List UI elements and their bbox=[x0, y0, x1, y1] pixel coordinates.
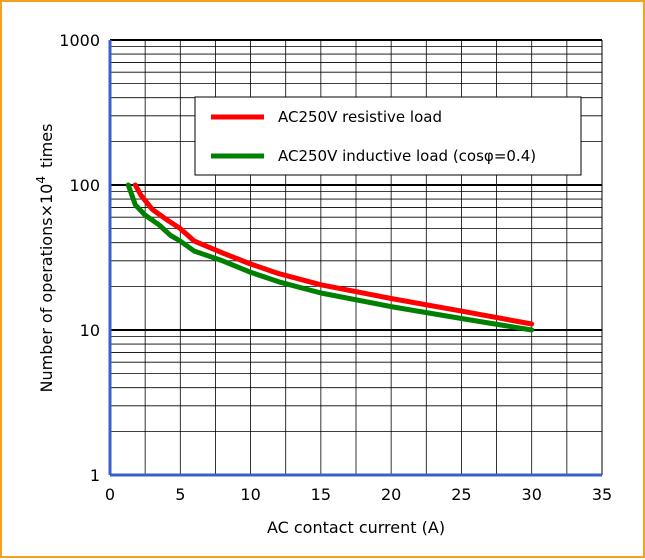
x-tick-label: 15 bbox=[311, 485, 331, 504]
y-tick-label: 1000 bbox=[59, 31, 100, 50]
legend: AC250V resistive load AC250V inductive l… bbox=[194, 96, 582, 176]
y-axis-title-prefix: Number of operations×10 bbox=[37, 184, 56, 393]
y-tick-label: 10 bbox=[80, 321, 100, 340]
series-line-1 bbox=[125, 182, 535, 333]
x-tick-label: 30 bbox=[522, 485, 542, 504]
tick-labels: 0 5 10 15 20 25 30 35 1 10 100 1000 bbox=[59, 31, 612, 504]
y-axis-title-superscript: 4 bbox=[34, 176, 48, 184]
x-axis-title: AC contact current (A) bbox=[267, 518, 445, 537]
x-tick-label: 35 bbox=[592, 485, 612, 504]
series-line-0 bbox=[132, 182, 535, 327]
y-tick-label: 100 bbox=[69, 176, 100, 195]
series-layer bbox=[125, 182, 535, 333]
x-tick-label: 0 bbox=[105, 485, 115, 504]
y-tick-label: 1 bbox=[90, 466, 100, 485]
x-tick-label: 25 bbox=[451, 485, 471, 504]
x-tick-label: 10 bbox=[240, 485, 260, 504]
x-tick-label: 5 bbox=[175, 485, 185, 504]
x-tick-label: 20 bbox=[381, 485, 401, 504]
svg-text:Number of operations×104times: Number of operations×104 times bbox=[34, 124, 56, 393]
y-axis-title: Number of operations×104 times bbox=[34, 124, 56, 393]
axes bbox=[108, 40, 602, 477]
y-axis-title-suffix: times bbox=[37, 124, 56, 168]
legend-label-resistive: AC250V resistive load bbox=[278, 108, 442, 126]
legend-box bbox=[194, 96, 582, 176]
legend-label-inductive: AC250V inductive load (cosφ=0.4) bbox=[278, 147, 536, 165]
